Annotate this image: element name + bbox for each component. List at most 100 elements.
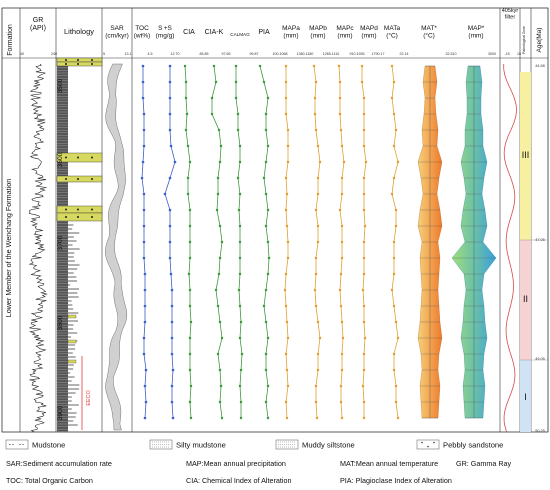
ciak-curve-point [218, 256, 222, 260]
pebble [77, 156, 79, 159]
ciak-curve [210, 64, 224, 420]
cia-curve-point [188, 336, 192, 340]
mapa-curve-point [284, 80, 288, 84]
scale-gr-max: 240 [51, 52, 57, 56]
ciak-curve-point [219, 384, 223, 388]
cia-curve-point [183, 64, 187, 68]
mapa-curve-point [284, 64, 288, 68]
calmag-curve-point [239, 416, 243, 420]
data-tracks [28, 57, 548, 433]
pia-curve-point [262, 304, 266, 308]
pebble [91, 208, 93, 211]
pebble [65, 59, 67, 61]
mapd-curve-point [362, 400, 366, 404]
mapd-curve-point [362, 272, 366, 276]
siltstone-bed [67, 359, 77, 364]
mata-curve-point [390, 96, 394, 100]
mapc-curve-point [340, 368, 344, 372]
pebble [65, 178, 67, 180]
cia-curve-point [186, 192, 190, 196]
s-curve-point [168, 256, 172, 260]
pebble [91, 63, 93, 65]
column-headers: Formation GR (API) Lithology SAR (cm/kyr) TOC(… [7, 8, 543, 56]
header-pia: PIA [258, 29, 270, 36]
mat-band [417, 65, 443, 419]
mata-curve-point [392, 112, 396, 116]
mapb-curve-point [315, 416, 319, 420]
header-mapc: MAPc (mm) [336, 25, 354, 40]
ciak-curve-point [216, 176, 220, 180]
toc-curve-point [142, 224, 146, 228]
cia-curve-point [188, 400, 192, 404]
mapb-curve-point [314, 272, 318, 276]
toc-curve-point [143, 304, 147, 308]
ciak-curve-point [210, 96, 214, 100]
mapb-curve-point [314, 128, 318, 132]
swatch-pebble [427, 445, 429, 448]
mapa-curve-point [285, 224, 289, 228]
pebble [65, 216, 67, 218]
s-curve-point [169, 272, 173, 276]
abbreviation-label: MAP:Mean annual precipitation [186, 459, 286, 468]
cia-curve-point [189, 384, 193, 388]
mapd-curve-point [362, 96, 366, 100]
s-curve-point [170, 352, 174, 356]
s-curve-point [173, 160, 177, 164]
ciak-curve-point [215, 208, 219, 212]
s-curve-point [163, 192, 167, 196]
mapd-curve-point [360, 80, 364, 84]
mapc-curve-point [340, 176, 344, 180]
mapb-curve-point [314, 384, 318, 388]
zone-II-fill [520, 240, 531, 360]
mapb-curve-point [316, 320, 320, 324]
s-curve-point [170, 304, 174, 308]
toc-curve-point [141, 160, 145, 164]
pebble [77, 216, 79, 218]
calmag-curve [234, 64, 244, 420]
mapc-curve-point [340, 224, 344, 228]
scale-s: 12.70 [171, 52, 180, 56]
toc-curve-point [141, 96, 145, 100]
header-s: S +S (mg/g) [156, 25, 175, 40]
scale-mapd: 1790.17 [372, 52, 385, 56]
mapa-curve-point [286, 128, 290, 132]
pebble [65, 208, 67, 211]
mapa-curve-point [286, 144, 290, 148]
calmag-curve-point [234, 80, 238, 84]
map-band [451, 65, 497, 419]
scale-cia: 85.85 [200, 52, 209, 56]
mapb-curve-point [314, 304, 318, 308]
cia-curve-point [184, 96, 188, 100]
pia-curve-point [266, 272, 270, 276]
pebble [77, 208, 79, 211]
mapb-curve-point [316, 176, 320, 180]
mata-curve-point [394, 384, 398, 388]
age-label: 44.58 [535, 64, 545, 68]
scale-sar-max: 13.1 [125, 52, 132, 56]
cia-curve-point [185, 112, 189, 116]
age-label: 49.05 [535, 357, 545, 361]
header-mapb: MAPb (mm) [309, 25, 327, 40]
ciak-curve-point [218, 400, 222, 404]
mapd-curve-point [362, 128, 366, 132]
mapb-curve-point [316, 192, 320, 196]
mapd-curve-point [364, 160, 368, 164]
pebble [77, 178, 79, 180]
calmag-curve-point [240, 352, 244, 356]
mapc-curve-point [338, 288, 342, 292]
pia-curve-point [264, 320, 268, 324]
pia-curve-point [266, 208, 270, 212]
mapd-curve-point [362, 176, 366, 180]
calmag-curve-point [237, 208, 241, 212]
header-age: Age(Ma) [536, 28, 543, 53]
mapd-curve-point [362, 352, 366, 356]
pebbly-sandstone-bed [56, 61, 103, 67]
pia-curve-point [264, 160, 268, 164]
ciak-curve-point [219, 144, 223, 148]
pia-curve-point [262, 80, 266, 84]
mapd-curve-point [362, 112, 366, 116]
mapb-curve [312, 64, 322, 420]
mapb-curve-point [316, 224, 320, 228]
mapd-curve-point [362, 256, 366, 260]
mapd-curve [360, 64, 368, 420]
